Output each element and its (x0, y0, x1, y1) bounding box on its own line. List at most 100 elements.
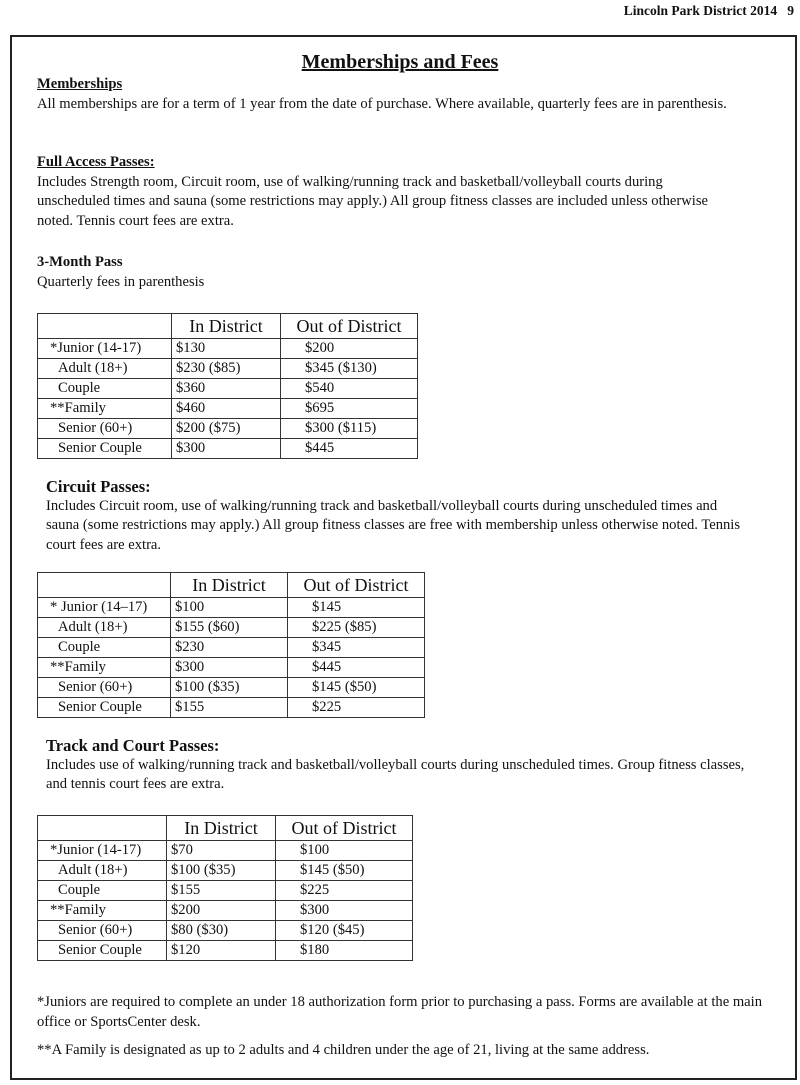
circuit-heading: Circuit Passes: (46, 477, 151, 496)
table-row: Senior (60+) $80 ($30) $120 ($45) (37, 920, 413, 941)
membership-type-cell: Senior (60+) (37, 418, 172, 439)
in-district-fee-cell: $100 ($35) (170, 677, 288, 698)
column-header (37, 313, 172, 339)
table-row: **Family $300 $445 (37, 657, 425, 678)
table-row: **Family $460 $695 (37, 398, 418, 419)
in-district-fee-cell: $230 (170, 637, 288, 658)
page-number: 9 (787, 3, 794, 18)
membership-type-cell: **Family (37, 900, 167, 921)
out-of-district-fee-cell: $145 (287, 597, 425, 618)
membership-type-cell: Couple (37, 880, 167, 901)
three-month-fee-table: In District Out of District *Junior (14-17… (37, 313, 418, 459)
footnote-family: **A Family is designated as up to 2 adul… (37, 1042, 650, 1058)
table-row: Couple $230 $345 (37, 637, 425, 658)
in-district-fee-cell: $155 (166, 880, 276, 901)
out-of-district-fee-cell: $695 (280, 398, 418, 419)
table-row: Senior (60+) $100 ($35) $145 ($50) (37, 677, 425, 698)
track-heading: Track and Court Passes: (46, 736, 220, 755)
running-header: Lincoln Park District 2014 9 (624, 3, 794, 19)
in-district-fee-cell: $300 (171, 438, 281, 459)
in-district-fee-cell: $230 ($85) (171, 358, 281, 379)
table-row: Senior Couple $120 $180 (37, 940, 413, 961)
column-header (37, 572, 171, 598)
membership-type-cell: Senior (60+) (37, 920, 167, 941)
table-row: Couple $360 $540 (37, 378, 418, 399)
in-district-fee-cell: $100 ($35) (166, 860, 276, 881)
table-row: Adult (18+) $100 ($35) $145 ($50) (37, 860, 413, 881)
membership-type-cell: Senior Couple (37, 940, 167, 961)
in-district-fee-cell: $155 (170, 697, 288, 718)
page-title: Memberships and Fees (301, 51, 499, 73)
table-row: Senior Couple $155 $225 (37, 697, 425, 718)
column-header: Out of District (287, 572, 425, 598)
column-header: In District (166, 815, 276, 841)
three-month-section: 3-Month Pass Quarterly fees in parenthes… (37, 253, 737, 292)
in-district-fee-cell: $100 (170, 597, 288, 618)
table-header-row: In District Out of District (37, 313, 418, 339)
memberships-section: Memberships All memberships are for a te… (37, 75, 737, 114)
in-district-fee-cell: $80 ($30) (166, 920, 276, 941)
in-district-fee-cell: $300 (170, 657, 288, 678)
in-district-fee-cell: $360 (171, 378, 281, 399)
column-header: In District (170, 572, 288, 598)
out-of-district-fee-cell: $120 ($45) (275, 920, 413, 941)
out-of-district-fee-cell: $225 (287, 697, 425, 718)
table-row: *Junior (14-17) $130 $200 (37, 338, 418, 359)
in-district-fee-cell: $200 ($75) (171, 418, 281, 439)
table-header-row: In District Out of District (37, 572, 425, 598)
table-row: Senior Couple $300 $445 (37, 438, 418, 459)
three-month-text: Quarterly fees in parenthesis (37, 273, 205, 290)
out-of-district-fee-cell: $345 (287, 637, 425, 658)
in-district-fee-cell: $460 (171, 398, 281, 419)
out-of-district-fee-cell: $445 (280, 438, 418, 459)
table-row: Senior (60+) $200 ($75) $300 ($115) (37, 418, 418, 439)
membership-type-cell: Couple (37, 637, 171, 658)
memberships-heading: Memberships (37, 76, 123, 92)
table-row: *Junior (14-17) $70 $100 (37, 840, 413, 861)
table-row: Couple $155 $225 (37, 880, 413, 901)
out-of-district-fee-cell: $180 (275, 940, 413, 961)
track-section: Track and Court Passes: Includes use of … (46, 736, 746, 795)
out-of-district-fee-cell: $200 (280, 338, 418, 359)
header-text: Lincoln Park District 2014 (623, 3, 778, 18)
out-of-district-fee-cell: $145 ($50) (275, 860, 413, 881)
circuit-fee-table: In District Out of District * Junior (14–1… (37, 572, 425, 718)
membership-type-cell: Adult (18+) (37, 358, 172, 379)
out-of-district-fee-cell: $145 ($50) (287, 677, 425, 698)
membership-type-cell: Adult (18+) (37, 617, 171, 638)
membership-type-cell: Senior (60+) (37, 677, 171, 698)
membership-type-cell: Adult (18+) (37, 860, 167, 881)
out-of-district-fee-cell: $225 ($85) (287, 617, 425, 638)
out-of-district-fee-cell: $100 (275, 840, 413, 861)
track-fee-table: In District Out of District *Junior (14-17… (37, 815, 413, 961)
membership-type-cell: *Junior (14-17) (37, 338, 172, 359)
in-district-fee-cell: $155 ($60) (170, 617, 288, 638)
column-header (37, 815, 167, 841)
in-district-fee-cell: $130 (171, 338, 281, 359)
full-access-text: Includes Strength room, Circuit room, us… (37, 173, 709, 229)
out-of-district-fee-cell: $345 ($130) (280, 358, 418, 379)
table-row: **Family $200 $300 (37, 900, 413, 921)
out-of-district-fee-cell: $445 (287, 657, 425, 678)
column-header: Out of District (280, 313, 418, 339)
in-district-fee-cell: $70 (166, 840, 276, 861)
full-access-heading: Full Access Passes: (37, 154, 155, 170)
out-of-district-fee-cell: $300 (275, 900, 413, 921)
membership-type-cell: **Family (37, 657, 171, 678)
out-of-district-fee-cell: $225 (275, 880, 413, 901)
in-district-fee-cell: $200 (166, 900, 276, 921)
membership-type-cell: * Junior (14–17) (37, 597, 171, 618)
membership-type-cell: Couple (37, 378, 172, 399)
column-header: Out of District (275, 815, 413, 841)
table-row: Adult (18+) $230 ($85) $345 ($130) (37, 358, 418, 379)
membership-type-cell: Senior Couple (37, 438, 172, 459)
membership-type-cell: *Junior (14-17) (37, 840, 167, 861)
out-of-district-fee-cell: $540 (280, 378, 418, 399)
track-text: Includes use of walking/running track an… (46, 756, 745, 793)
table-row: Adult (18+) $155 ($60) $225 ($85) (37, 617, 425, 638)
circuit-section: Circuit Passes: Includes Circuit room, u… (46, 477, 746, 555)
memberships-text: All memberships are for a term of 1 year… (37, 95, 727, 112)
three-month-heading: 3-Month Pass (37, 254, 123, 270)
full-access-section: Full Access Passes: Includes Strength ro… (37, 153, 737, 231)
